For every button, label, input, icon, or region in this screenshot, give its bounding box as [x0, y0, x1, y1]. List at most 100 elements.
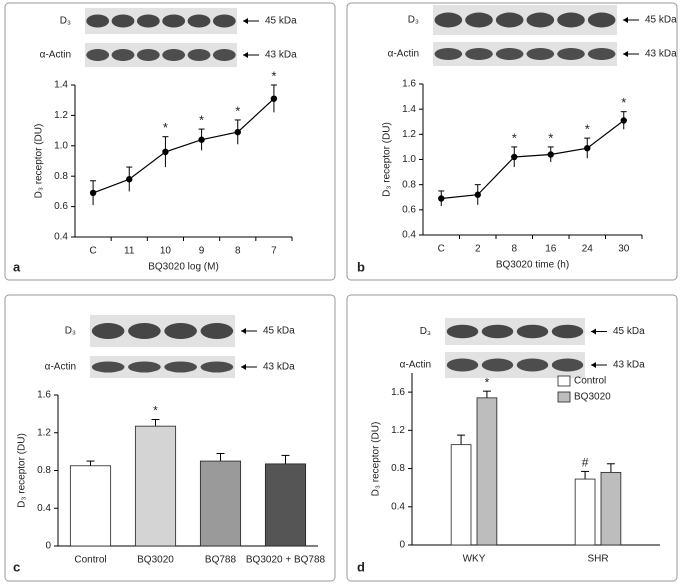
blot-control — [90, 356, 235, 378]
bar — [574, 478, 596, 546]
blot-band — [128, 361, 161, 373]
blot-size: 45 kDa — [613, 326, 645, 337]
y-tick-label: 0.8 — [402, 179, 416, 190]
blot-band — [91, 361, 125, 373]
bar — [69, 465, 112, 547]
blot-band — [162, 14, 186, 28]
blot-band — [446, 358, 479, 372]
y-tick-label: 1.6 — [402, 79, 416, 90]
legend-label: Control — [574, 376, 606, 387]
blot-band — [434, 12, 463, 28]
significance-mark: * — [235, 103, 240, 118]
blot-band — [516, 324, 549, 339]
y-tick-label: 0.4 — [37, 503, 51, 514]
y-tick-label: 1.4 — [54, 80, 68, 91]
significance-mark: * — [548, 130, 553, 145]
blot-band — [495, 48, 524, 60]
blot-size: 43 kDa — [265, 50, 297, 61]
data-point — [474, 191, 481, 198]
panel-frame — [346, 294, 678, 582]
blot-band — [557, 48, 585, 60]
blot-size: 43 kDa — [645, 49, 677, 60]
y-tick-label: 0.8 — [391, 463, 405, 474]
blot-size: 45 kDa — [263, 326, 295, 337]
significance-mark: * — [621, 95, 626, 110]
x-tick-label: BQ3020 — [137, 555, 174, 566]
significance-mark: * — [271, 68, 276, 83]
blot-band — [551, 358, 584, 372]
blot-band — [481, 358, 514, 372]
data-point — [234, 128, 241, 136]
panel-letter: a — [13, 259, 21, 274]
blot-arrowhead — [241, 328, 246, 334]
data-line — [441, 120, 625, 200]
y-tick-label: 1.6 — [37, 390, 51, 401]
x-tick-label: SHR — [587, 554, 608, 565]
blot-size: 43 kDa — [613, 360, 645, 371]
y-axis-label: D₃ receptor (DU) — [371, 422, 382, 497]
bar — [134, 425, 177, 547]
significance-mark: # — [582, 456, 589, 470]
y-tick-label: 1.2 — [37, 427, 51, 438]
y-tick-label: 1.4 — [402, 104, 416, 115]
blot-band — [446, 324, 479, 339]
blot-arrowhead — [623, 17, 628, 23]
blot-arrowhead — [243, 18, 248, 24]
y-tick-label: 0.4 — [54, 232, 68, 243]
blot-band — [136, 14, 160, 28]
blot-target — [433, 5, 617, 35]
significance-mark: * — [512, 130, 517, 145]
significance-mark: * — [199, 113, 204, 128]
y-tick-label: 1.2 — [54, 110, 68, 121]
data-point — [438, 195, 445, 202]
blot-band — [200, 361, 234, 373]
blot-target — [85, 8, 237, 34]
y-tick-label: 0.4 — [402, 230, 416, 241]
blot-band — [551, 324, 584, 339]
y-tick-label: 0.8 — [37, 465, 51, 476]
y-tick-label: 0.4 — [391, 501, 405, 512]
significance-mark: * — [163, 120, 168, 135]
x-axis-label: BQ3020 time (h) — [496, 260, 569, 271]
y-tick-label: 1.6 — [391, 387, 405, 398]
blot-band — [481, 324, 514, 339]
blot-band — [164, 323, 197, 339]
legend-label: BQ3020 — [574, 392, 611, 403]
blot-band — [516, 358, 549, 372]
blot-label: α-Actin — [400, 360, 431, 371]
blot-size: 43 kDa — [263, 362, 295, 373]
data-point — [547, 151, 554, 158]
x-tick-label: Control — [74, 555, 106, 566]
y-tick-label: 1.0 — [54, 140, 68, 151]
panel-letter: d — [357, 559, 365, 574]
blot-band — [526, 12, 555, 28]
blot-size: 45 kDa — [265, 16, 297, 27]
blot-band — [465, 48, 493, 60]
blot-band — [91, 323, 125, 339]
y-tick-label: 0.8 — [54, 171, 68, 182]
data-line — [92, 98, 275, 194]
significance-mark: * — [485, 375, 490, 389]
y-tick-label: 1.2 — [391, 425, 405, 436]
x-tick-label: 30 — [618, 244, 630, 255]
blot-label: D₃ — [420, 326, 431, 337]
y-tick-label: 0.6 — [54, 201, 68, 212]
blot-size: 45 kDa — [645, 15, 677, 26]
legend-swatch — [557, 391, 571, 403]
blot-band — [111, 14, 135, 28]
x-tick-label: 16 — [545, 244, 557, 255]
blot-arrowhead — [591, 362, 596, 368]
blot-band — [187, 14, 211, 28]
x-tick-label: 8 — [235, 246, 241, 257]
x-tick-label: 24 — [582, 244, 594, 255]
blot-label: α-Actin — [40, 50, 71, 61]
significance-mark: * — [585, 122, 590, 137]
x-tick-label: BQ3020 + BQ788 — [246, 555, 326, 566]
blot-label: D₃ — [65, 326, 76, 337]
legend-swatch — [557, 375, 571, 387]
blot-label: α-Actin — [45, 362, 76, 373]
blot-band — [465, 12, 493, 28]
x-axis-label: BQ3020 log (M) — [148, 262, 219, 273]
data-point — [89, 189, 97, 197]
